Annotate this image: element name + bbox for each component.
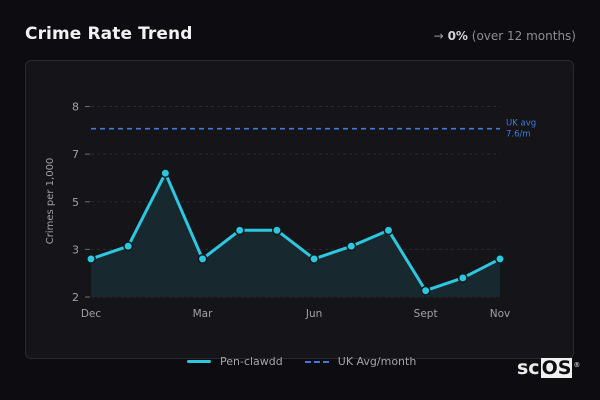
change-summary: → 0% (over 12 months) <box>434 29 576 43</box>
data-point[interactable] <box>495 253 505 264</box>
x-tick-label: Dec <box>81 308 102 320</box>
chart-legend: Pen-clawdd UK Avg/month <box>187 355 416 368</box>
data-point[interactable] <box>309 253 320 264</box>
registered-mark: ® <box>573 361 581 369</box>
y-tick-label: 7 <box>72 148 79 161</box>
legend-item-pen-clawdd[interactable]: Pen-clawdd <box>187 355 283 368</box>
legend-item-uk-avg[interactable]: UK Avg/month <box>304 355 417 368</box>
y-tick-label: 2 <box>72 291 79 304</box>
change-percent: 0% <box>447 29 468 43</box>
series-area <box>91 173 500 297</box>
x-tick-label: Mar <box>193 308 213 320</box>
data-point[interactable] <box>457 273 468 283</box>
chart-card <box>25 60 574 359</box>
change-period: (over 12 months) <box>471 29 576 43</box>
logo-boxed: OS <box>540 357 573 379</box>
data-point[interactable] <box>123 241 134 252</box>
data-point[interactable] <box>346 241 357 252</box>
x-tick-label: Jun <box>305 308 322 320</box>
uk-avg-annotation-value: 7.6/m <box>506 130 531 140</box>
y-tick-label: 8 <box>72 101 79 114</box>
series-line <box>90 171 501 293</box>
logo-prefix: sc <box>517 357 540 379</box>
data-point[interactable] <box>271 225 282 236</box>
solid-line-swatch-icon <box>187 360 211 363</box>
x-tick-label: Nov <box>490 308 511 320</box>
y-tick-label: 3 <box>72 243 79 256</box>
y-tick-label: 5 <box>72 196 79 209</box>
dashed-line-swatch-icon <box>304 360 329 363</box>
data-point[interactable] <box>197 253 208 264</box>
x-tick-label: Sept <box>414 308 438 320</box>
data-point[interactable] <box>420 285 431 296</box>
data-point[interactable] <box>383 225 394 236</box>
chart-title: Crime Rate Trend <box>25 24 193 44</box>
data-point[interactable] <box>234 225 245 236</box>
legend-label: Pen-clawdd <box>220 355 283 368</box>
uk-avg-annotation: UK avg <box>506 119 536 129</box>
scos-logo: sc OS ® <box>517 358 580 378</box>
legend-label: UK Avg/month <box>337 355 417 368</box>
arrow-right-icon: → <box>433 29 444 43</box>
data-point[interactable] <box>86 253 96 264</box>
data-point[interactable] <box>160 168 171 179</box>
y-axis-label: Crimes per 1,000 <box>45 158 56 245</box>
